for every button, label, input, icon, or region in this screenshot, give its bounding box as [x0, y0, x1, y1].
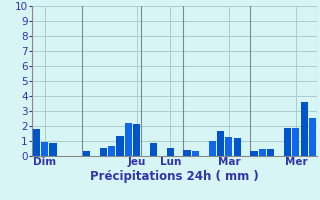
Bar [267, 148, 274, 156]
Bar [192, 151, 199, 156]
Bar [41, 142, 48, 156]
X-axis label: Précipitations 24h ( mm ): Précipitations 24h ( mm ) [90, 170, 259, 183]
Bar [167, 148, 174, 156]
Bar [292, 128, 300, 156]
Bar [225, 137, 232, 156]
Bar [125, 123, 132, 156]
Bar [100, 148, 107, 156]
Bar [133, 124, 140, 156]
Bar [209, 141, 216, 156]
Bar [49, 142, 57, 156]
Bar [150, 142, 157, 156]
Bar [284, 128, 291, 156]
Bar [33, 129, 40, 156]
Bar [108, 146, 115, 156]
Bar [116, 136, 124, 156]
Bar [234, 138, 241, 156]
Bar [217, 131, 224, 156]
Bar [183, 150, 190, 156]
Bar [83, 151, 90, 156]
Bar [301, 102, 308, 156]
Bar [259, 148, 266, 156]
Bar [309, 118, 316, 156]
Bar [251, 151, 258, 156]
